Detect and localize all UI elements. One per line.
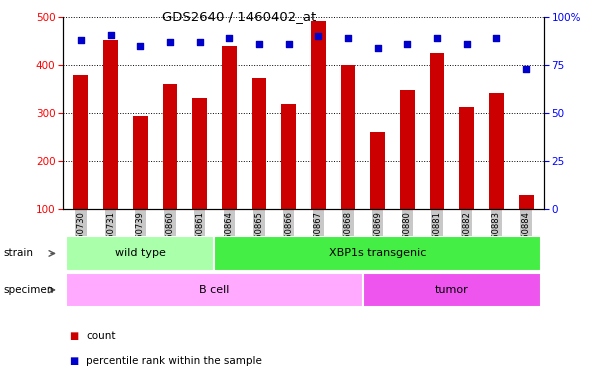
- Point: [373, 45, 382, 51]
- Text: count: count: [86, 331, 115, 341]
- Bar: [215, 236, 541, 271]
- Bar: [459, 107, 474, 209]
- Bar: [66, 236, 215, 271]
- Text: strain: strain: [3, 248, 33, 258]
- Point: [195, 39, 204, 45]
- Bar: [281, 104, 296, 209]
- Text: tumor: tumor: [435, 285, 469, 295]
- Point: [284, 41, 293, 47]
- Text: B cell: B cell: [200, 285, 230, 295]
- Bar: [311, 21, 326, 209]
- Text: specimen: specimen: [3, 285, 53, 295]
- Bar: [430, 53, 445, 209]
- Point: [521, 66, 531, 72]
- Text: GDS2640 / 1460402_at: GDS2640 / 1460402_at: [162, 10, 317, 23]
- Bar: [192, 98, 207, 209]
- Point: [254, 41, 264, 47]
- Text: ■: ■: [69, 331, 78, 341]
- Point: [314, 33, 323, 40]
- Text: wild type: wild type: [115, 248, 166, 258]
- Bar: [73, 75, 88, 209]
- Bar: [103, 40, 118, 209]
- Text: XBP1s transgenic: XBP1s transgenic: [329, 248, 426, 258]
- Bar: [162, 84, 177, 209]
- Bar: [370, 132, 385, 209]
- Point: [225, 35, 234, 41]
- Bar: [341, 65, 355, 209]
- Bar: [519, 195, 534, 209]
- Bar: [400, 90, 415, 209]
- Bar: [133, 116, 148, 209]
- Bar: [252, 78, 266, 209]
- Point: [403, 41, 412, 47]
- Point: [492, 35, 501, 41]
- Text: ■: ■: [69, 356, 78, 366]
- Point: [135, 43, 145, 49]
- Bar: [222, 46, 237, 209]
- Text: percentile rank within the sample: percentile rank within the sample: [86, 356, 262, 366]
- Bar: [489, 93, 504, 209]
- Point: [462, 41, 472, 47]
- Bar: [363, 273, 541, 307]
- Point: [76, 37, 86, 43]
- Point: [343, 35, 353, 41]
- Point: [165, 39, 175, 45]
- Point: [432, 35, 442, 41]
- Point: [106, 31, 115, 38]
- Bar: [66, 273, 363, 307]
